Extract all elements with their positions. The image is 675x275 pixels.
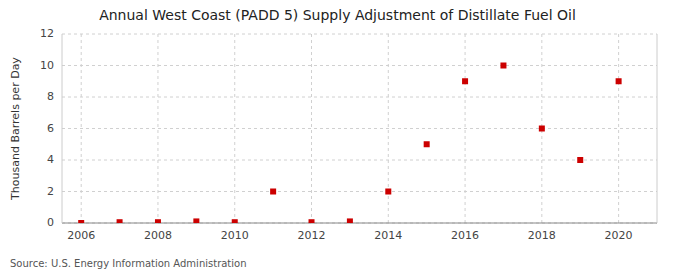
- point: [462, 78, 468, 84]
- y-grid-line: [62, 34, 657, 35]
- point: [424, 141, 430, 147]
- y-grid-line: [62, 97, 657, 98]
- y-tick-label: 10: [40, 59, 54, 72]
- y-axis-line: [62, 34, 63, 223]
- y-tick-label: 8: [47, 90, 54, 103]
- y-grid-line: [62, 65, 657, 66]
- y-tick-label: 6: [47, 122, 54, 135]
- point: [270, 189, 276, 195]
- y-grid-line: [62, 223, 657, 224]
- point: [155, 219, 161, 223]
- y-tick-label: 2: [47, 185, 54, 198]
- y-tick-label: 4: [47, 153, 54, 166]
- y-tick-label: 12: [40, 27, 54, 40]
- x-tick-label: 2012: [298, 229, 326, 242]
- point: [309, 219, 315, 223]
- x-tick-label: 2006: [67, 229, 95, 242]
- point: [232, 219, 238, 223]
- x-tick-label: 2020: [605, 229, 633, 242]
- x-grid-line: [465, 34, 466, 223]
- y-tick-label: 0: [47, 216, 54, 229]
- point: [500, 63, 506, 69]
- chart-svg: 0 2 4 6 8 10 12 2006 2008 2010 2012 2014 2016 2018 202…: [0, 0, 675, 275]
- x-tick-label: 2008: [144, 229, 172, 242]
- chart-container: 0 2 4 6 8 10 12 2006 2008 2010 2012 2014 2016 2018 202…: [0, 0, 675, 275]
- point: [616, 78, 622, 84]
- x-grid-line: [234, 34, 235, 223]
- tick-labels: 0 2 4 6 8 10 12 2006 2008 2010 2012 2014 2016 2018 202…: [40, 27, 633, 242]
- point: [539, 126, 545, 132]
- plot-right-edge: [657, 34, 658, 223]
- x-tick-label: 2016: [451, 229, 479, 242]
- source-note: Source: U.S. Energy Information Administ…: [10, 258, 247, 269]
- x-grid-line: [311, 34, 312, 223]
- x-grid-line: [157, 34, 158, 223]
- y-grid-line: [62, 191, 657, 192]
- x-grid-line: [618, 34, 619, 223]
- x-tick-label: 2018: [528, 229, 556, 242]
- points: [78, 63, 621, 224]
- x-tick-label: 2010: [221, 229, 249, 242]
- x-tick-label: 2014: [374, 229, 402, 242]
- point: [385, 189, 391, 195]
- x-axis-line: [62, 223, 657, 224]
- y-grid-line: [62, 128, 657, 129]
- point: [577, 157, 583, 163]
- y-axis-label: Thousand Barrels per Day: [9, 57, 22, 201]
- title: Annual West Coast (PADD 5) Supply Adjust…: [99, 7, 576, 23]
- y-grid-line: [62, 160, 657, 161]
- grid: [62, 34, 657, 223]
- point: [78, 220, 84, 223]
- point: [117, 219, 123, 223]
- point: [193, 218, 199, 223]
- x-grid-line: [81, 34, 82, 223]
- point: [347, 218, 353, 223]
- x-grid-line: [388, 34, 389, 223]
